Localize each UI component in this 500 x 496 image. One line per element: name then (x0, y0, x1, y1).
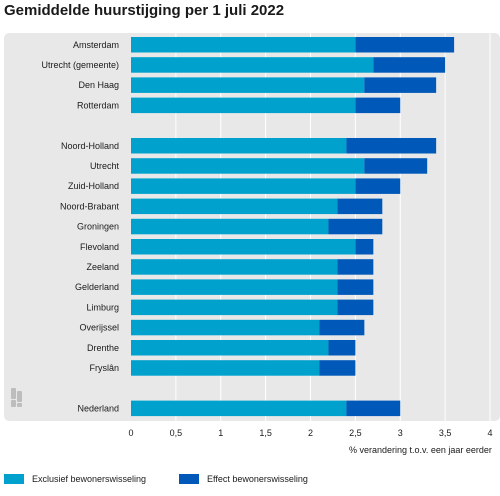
bar-segment-effect (319, 319, 365, 336)
category-label: Flevoland (80, 242, 119, 252)
bar-segment-exclusief (131, 158, 365, 174)
bar-segment-effect (364, 77, 437, 93)
bar-segment-exclusief (131, 37, 356, 53)
bar-segment-effect (373, 57, 446, 73)
bar-segment-exclusief (131, 259, 338, 275)
bar-segment-exclusief (131, 178, 356, 194)
category-label: Limburg (86, 302, 119, 312)
bar-segment-effect (337, 259, 374, 275)
category-label: Utrecht (gemeente) (41, 60, 119, 70)
bar-segment-exclusief (131, 97, 356, 114)
x-tick-label: 2 (308, 428, 313, 438)
category-label: Rotterdam (77, 100, 119, 110)
bar-segment-exclusief (131, 138, 347, 154)
bar-segment-exclusief (131, 218, 329, 235)
x-tick-label: 4 (487, 428, 492, 438)
category-label: Fryslân (89, 363, 119, 373)
bar-segment-effect (355, 97, 401, 114)
category-label: Drenthe (87, 343, 119, 353)
x-tick-label: 2,5 (349, 428, 362, 438)
bar-segment-effect (346, 138, 437, 154)
x-tick-label: 1,5 (259, 428, 272, 438)
category-label: Groningen (77, 222, 119, 232)
bar-segment-exclusief (131, 400, 347, 417)
category-label: Amsterdam (73, 40, 119, 50)
bar-segment-exclusief (131, 360, 320, 376)
category-label: Noord-Holland (61, 141, 119, 151)
bar-segment-exclusief (131, 198, 338, 215)
category-label: Utrecht (90, 161, 120, 171)
bar-segment-exclusief (131, 77, 365, 93)
bar-segment-effect (355, 178, 401, 194)
category-label: Noord-Brabant (60, 201, 120, 211)
bar-segment-exclusief (131, 57, 374, 73)
category-label: Overijssel (79, 323, 119, 333)
category-label: Zeeland (86, 262, 119, 272)
legend-swatch-exclusief (4, 474, 24, 484)
bar-segment-exclusief (131, 299, 338, 316)
bars (131, 37, 455, 417)
category-labels: Amsterdam Utrecht (gemeente) Den Haag Rotte… (41, 40, 119, 414)
x-axis-ticks: 0 0,5 1 1,5 2 2,5 3 3,5 4 (128, 428, 492, 438)
bar-segment-effect (364, 158, 428, 174)
x-tick-label: 1 (218, 428, 223, 438)
bar-segment-effect (337, 198, 383, 215)
cbs-logo-icon (11, 388, 22, 407)
category-label: Zuid-Holland (68, 181, 119, 191)
x-axis-label: % verandering t.o.v. een jaar eerder (349, 445, 492, 455)
bar-segment-effect (355, 37, 455, 53)
legend-label-effect: Effect bewonerswisseling (207, 474, 308, 484)
legend-swatch-effect (179, 474, 199, 484)
category-label: Gelderland (75, 282, 119, 292)
bar-segment-effect (328, 218, 383, 235)
legend-item-effect: Effect bewonerswisseling (179, 474, 308, 484)
x-tick-label: 3 (398, 428, 403, 438)
bar-segment-effect (346, 400, 401, 417)
legend-label-exclusief: Exclusief bewonerswisseling (32, 474, 147, 484)
bar-segment-exclusief (131, 279, 338, 295)
x-tick-label: 0,5 (170, 428, 183, 438)
bar-segment-exclusief (131, 239, 356, 255)
chart-title: Gemiddelde huurstijging per 1 juli 2022 (4, 2, 285, 19)
bar-segment-effect (328, 340, 356, 356)
category-label: Nederland (77, 403, 119, 413)
bar-segment-effect (337, 279, 374, 295)
bar-segment-exclusief (131, 319, 320, 336)
x-tick-label: 3,5 (439, 428, 452, 438)
bar-segment-effect (337, 299, 374, 316)
legend-item-exclusief: Exclusief bewonerswisseling (4, 474, 146, 484)
category-label: Den Haag (78, 80, 119, 90)
x-tick-label: 0 (128, 428, 133, 438)
bar-segment-effect (319, 360, 356, 376)
bar-segment-exclusief (131, 340, 329, 356)
bar-segment-effect (355, 239, 374, 255)
